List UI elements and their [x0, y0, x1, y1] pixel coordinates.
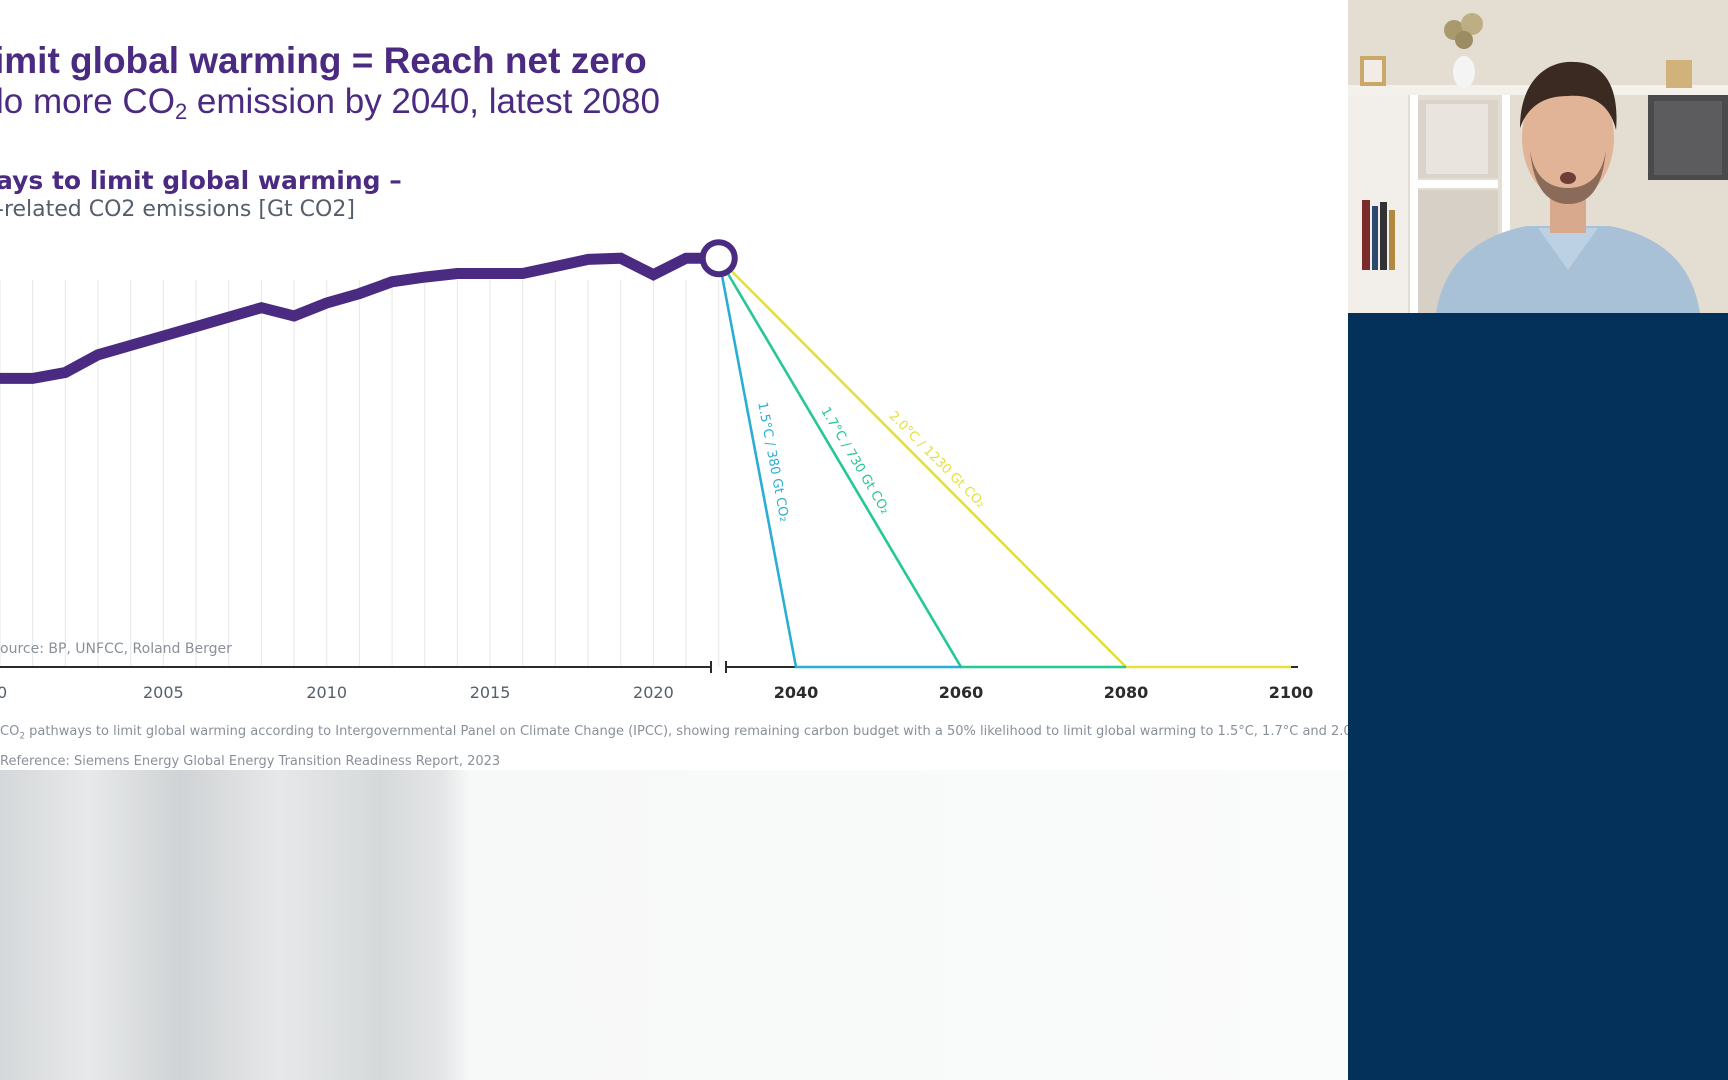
source-annotation: ource: BP, UNFCC, Roland Berger: [0, 641, 232, 657]
slide-subtitle: lo more CO2 emission by 2040, latest 208…: [0, 82, 660, 125]
pathway-2-0-line: [717, 257, 1291, 669]
emissions-chart: 0 2005 2010 2015 2020 2040 2060 2080 2100 ource: …: [0, 239, 1314, 702]
video-side-panel: [1348, 0, 1728, 1080]
blurred-slide-area: [0, 770, 1348, 1080]
x-tick-label: 2100: [1269, 683, 1314, 702]
slide-subtitle-suffix: emission by 2040, latest 2080: [187, 82, 660, 121]
historic-emissions-line: [0, 252, 719, 384]
slide-subtitle-subscript: 2: [174, 99, 188, 124]
reference-note: Reference: Siemens Energy Global Energy …: [0, 754, 501, 769]
current-emissions-marker: [699, 239, 738, 278]
x-tick-label: 2005: [143, 683, 184, 702]
footnote-prefix: CO: [0, 724, 20, 739]
presentation-slide: imit global warming = Reach net zero lo …: [0, 40, 1348, 1080]
chart-footnote: CO2 pathways to limit global warming acc…: [0, 724, 1348, 742]
pathway-2-0-label: 2.0°C / 1230 Gt CO₂: [886, 409, 988, 512]
slide-title: imit global warming = Reach net zero: [0, 40, 647, 82]
x-tick-label: 2060: [939, 683, 984, 702]
pathway-1-5-line: [717, 257, 961, 669]
footnote-subscript: 2: [19, 731, 26, 742]
x-tick-label: 2080: [1104, 683, 1149, 702]
x-tick-label: 0: [0, 683, 7, 702]
x-tick-label: 2010: [306, 683, 347, 702]
footnote-text: pathways to limit global warming accordi…: [25, 724, 1348, 739]
chart-title: ays to limit global warming –: [0, 166, 402, 195]
presenter-video-image: [1348, 0, 1728, 313]
pathway-1-5-label: 1.5°C / 380 Gt CO₂: [754, 401, 791, 523]
x-tick-label: 2015: [470, 683, 511, 702]
x-tick-label: 2040: [774, 683, 819, 702]
x-tick-label: 2020: [633, 683, 674, 702]
slide-subtitle-prefix: lo more CO: [0, 82, 175, 121]
chart-y-label: -related CO2 emissions [Gt CO2]: [0, 197, 355, 222]
webcam-feed: [1348, 0, 1728, 313]
slide-title-text: imit global warming = Reach net zero: [0, 40, 647, 81]
